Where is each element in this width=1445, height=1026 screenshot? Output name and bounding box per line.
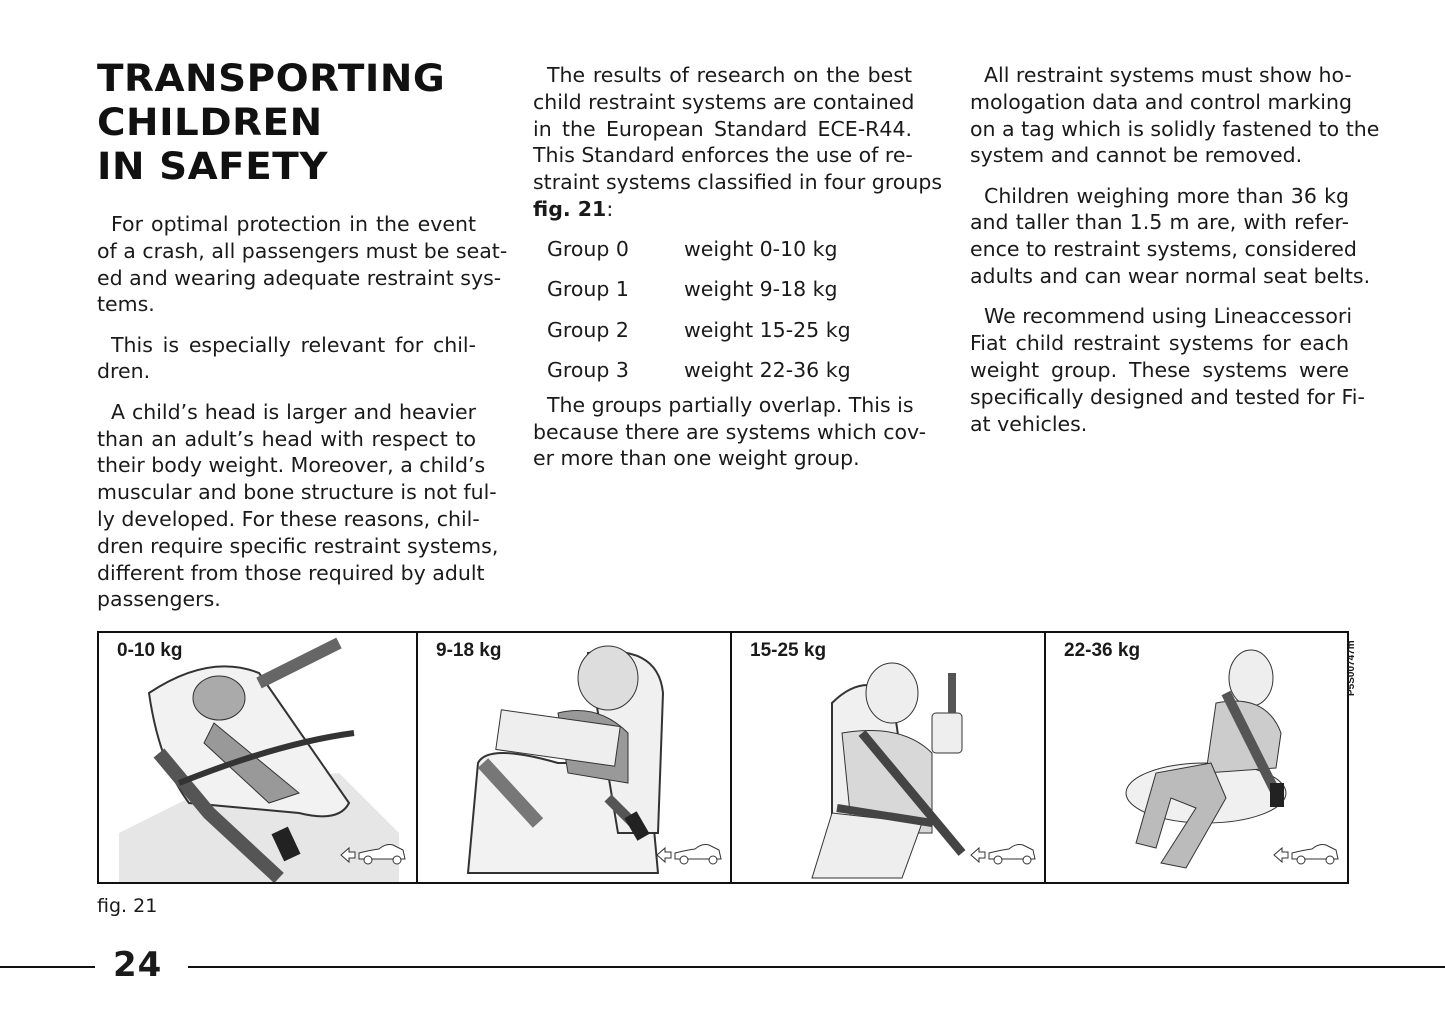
weight-label: 22-36 kg — [1064, 640, 1141, 661]
text-line: For optimal protection in the event — [111, 212, 476, 236]
arrow-car-icon — [1273, 844, 1339, 865]
text-line: specifically designed and tested for Fi- — [970, 384, 1365, 409]
text-line: system and cannot be removed. — [970, 143, 1303, 168]
group-name: Group 3 — [547, 358, 629, 383]
text-line: muscular and bone structure is not ful- — [97, 480, 497, 505]
paragraph: The results of research on the best child… — [533, 62, 943, 196]
group-table: Group 0 weight 0-10 kg Group 1 weight 9-18 … — [533, 229, 912, 391]
group-row: Group 1 weight 9-18 kg — [533, 269, 912, 310]
paragraph: All restraint systems must show ho-molog… — [970, 62, 1380, 169]
text-line: adults and can wear normal seat belts. — [970, 264, 1371, 289]
text-line: mologation data and control marking — [970, 89, 1352, 114]
text-line: dren. — [97, 359, 151, 384]
weight-label: 9-18 kg — [436, 640, 502, 661]
text-line: This Standard enforces the use of re- — [533, 143, 913, 168]
figure-reference-line: fig. 21: — [533, 196, 912, 223]
paragraph: This is especially relevant for chil-dre… — [97, 332, 476, 386]
text-line: child restraint systems are contained — [533, 89, 915, 114]
text-line: Fiat child restraint systems for each — [970, 331, 1349, 356]
text-line: than an adult’s head with respect to — [97, 426, 476, 451]
arrow-car-icon — [340, 844, 406, 865]
text-line: and taller than 1.5 m are, with refer- — [970, 210, 1349, 235]
group-weight: weight 9-18 kg — [684, 277, 838, 302]
text-line: We recommend using Lineaccessori — [984, 304, 1353, 329]
text-line: ed and wearing adequate restraint sys- — [97, 265, 502, 290]
figure-panel: 9-18 kg — [416, 633, 732, 882]
group-weight: weight 0-10 kg — [684, 236, 838, 261]
rear-facing-infant-seat-illustration — [119, 637, 406, 882]
booster-seat-with-backrest-illustration — [811, 662, 1036, 879]
paragraph: For optimal protection in the event of a … — [97, 211, 508, 318]
column-1: For optimal protection in the event of a … — [97, 211, 508, 627]
column-2: The results of research on the best child… — [533, 62, 943, 486]
title-line: TRANSPORTING — [97, 57, 446, 100]
colon: : — [606, 196, 614, 221]
text-line: in the European Standard ECE-R44. — [533, 116, 912, 141]
paragraph: We recommend using Lineaccessori Fiat chi… — [970, 303, 1365, 437]
text-line: ly developed. For these reasons, chil- — [97, 506, 480, 531]
text-line: at vehicles. — [970, 411, 1088, 436]
weight-label: 0-10 kg — [117, 640, 183, 661]
paragraph: The groups partially overlap. This is bec… — [533, 392, 927, 472]
text-line: A child’s head is larger and heavier — [111, 399, 476, 424]
title-line: IN SAFETY — [97, 145, 328, 188]
arrow-car-icon — [970, 844, 1036, 865]
text-line: The results of research on the best — [547, 63, 912, 87]
footer-rule-right — [188, 966, 1445, 968]
title-line: CHILDREN — [97, 101, 323, 144]
child-seat-with-shield-illustration — [466, 645, 722, 874]
text-line: Children weighing more than 36 kg — [984, 183, 1349, 208]
group-row: Group 3 weight 22-36 kg — [533, 350, 912, 391]
figure-panel: 0-10 kg — [99, 633, 416, 882]
text-line: on a tag which is solidly fastened to th… — [970, 116, 1380, 141]
figure-panel: 15-25 kg — [730, 633, 1046, 882]
text-line: er more than one weight group. — [533, 446, 860, 471]
group-row: Group 0 weight 0-10 kg — [533, 229, 912, 270]
column-3: All restraint systems must show ho-molog… — [970, 62, 1380, 451]
text-line: The groups partially overlap. This is — [547, 392, 914, 417]
group-name: Group 1 — [547, 277, 629, 302]
figure-panel: 22-36 kg — [1044, 633, 1349, 882]
group-weight: weight 15-25 kg — [684, 317, 851, 342]
group-name: Group 0 — [547, 236, 629, 261]
text-line: dren require specific restraint systems, — [97, 533, 499, 558]
text-line: because there are systems which cov- — [533, 419, 927, 444]
group-weight: weight 22-36 kg — [684, 358, 851, 383]
text-line: their body weight. Moreover, a child’s — [97, 453, 486, 478]
group-row: Group 2 weight 15-25 kg — [533, 310, 912, 351]
text-line: All restraint systems must show ho- — [984, 63, 1352, 87]
paragraph: Children weighing more than 36 kg and tal… — [970, 183, 1371, 290]
page-title: TRANSPORTING CHILDREN IN SAFETY — [97, 57, 445, 189]
text-line: different from those required by adult — [97, 560, 485, 585]
page-number: 24 — [113, 945, 163, 985]
text-line: ence to restraint systems, considered — [970, 237, 1357, 262]
paragraph: A child’s head is larger and heavier than… — [97, 399, 499, 613]
text-line: of a crash, all passengers must be seat- — [97, 238, 508, 263]
figure-caption: fig. 21 — [97, 895, 158, 917]
booster-cushion-illustration — [1125, 649, 1339, 869]
text-line: This is especially relevant for chil- — [111, 332, 476, 357]
text-line: weight group. These systems were — [970, 357, 1349, 382]
text-line: straint systems classified in four group… — [533, 170, 943, 195]
figure-code-text: P5S00747m — [1346, 640, 1357, 696]
footer-rule-left — [0, 966, 95, 968]
weight-label: 15-25 kg — [750, 640, 827, 661]
text-line: tems. — [97, 292, 155, 317]
group-name: Group 2 — [547, 317, 629, 342]
arrow-car-icon — [656, 844, 722, 865]
figure-code: P5S00747m — [1346, 632, 1364, 696]
figure-21: 0-10 kg 9-18 kg 15-25 kg 22-36 kg — [97, 631, 1349, 884]
figure-reference: fig. 21 — [533, 196, 607, 221]
text-line: passengers. — [97, 587, 221, 612]
